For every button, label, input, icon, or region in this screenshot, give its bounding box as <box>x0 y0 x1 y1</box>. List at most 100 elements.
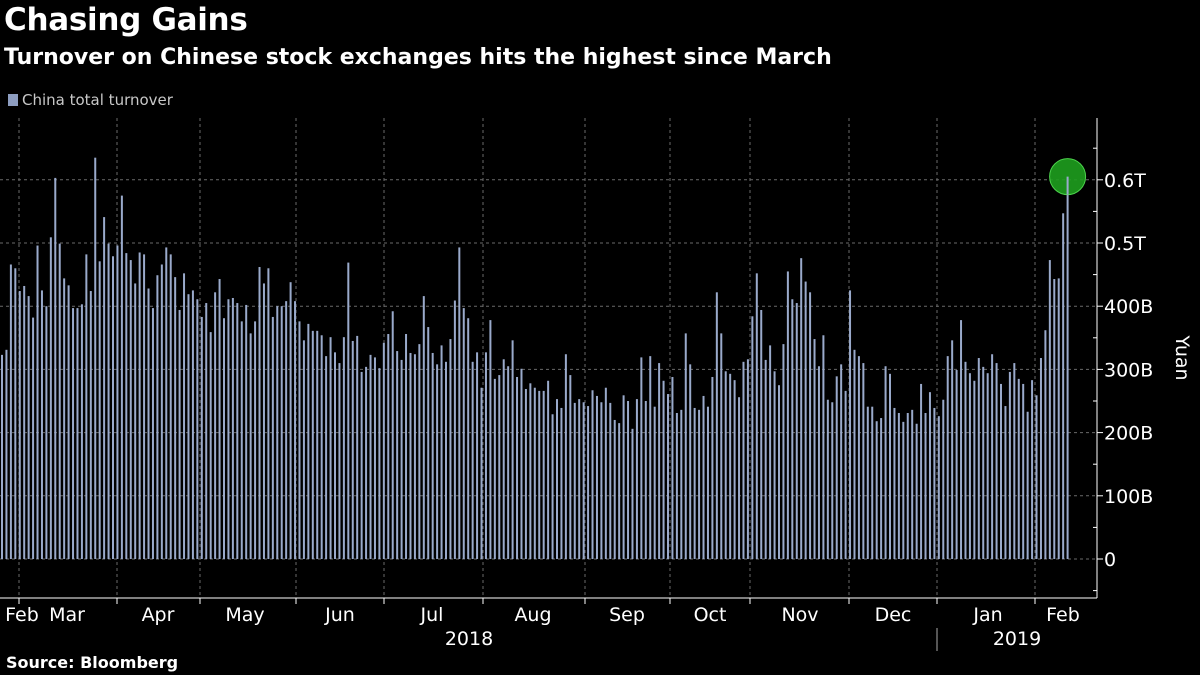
legend-label: China total turnover <box>22 91 173 109</box>
chart-subtitle: Turnover on Chinese stock exchanges hits… <box>4 45 832 70</box>
bar <box>760 309 763 559</box>
bar <box>724 371 727 559</box>
bar <box>338 363 341 559</box>
bar <box>618 423 621 559</box>
y-tick-label: 200B <box>1104 423 1153 445</box>
bar <box>640 357 643 559</box>
bar <box>920 383 923 559</box>
bar <box>471 361 474 559</box>
bar <box>587 406 590 559</box>
bar <box>347 262 350 559</box>
bar <box>778 385 780 559</box>
bar <box>174 277 177 559</box>
x-tick-label: Mar <box>49 604 85 626</box>
bar <box>649 356 652 559</box>
bar <box>1048 260 1051 559</box>
bar <box>742 361 745 559</box>
bar <box>302 340 305 559</box>
bar <box>968 373 971 559</box>
y-tick-label: 0.6T <box>1104 170 1146 192</box>
x-tick-label: Feb <box>5 604 39 626</box>
bar <box>125 253 128 559</box>
bar <box>449 339 452 559</box>
bar <box>36 245 39 559</box>
bar <box>613 419 616 559</box>
bar <box>569 375 572 559</box>
bar <box>218 279 221 559</box>
bar <box>325 356 328 559</box>
bar <box>480 387 483 559</box>
x-tick-label: Jul <box>420 604 444 626</box>
bar <box>786 271 789 559</box>
bar <box>311 330 314 559</box>
bar <box>85 254 88 559</box>
bar <box>942 399 945 559</box>
bar <box>511 340 514 559</box>
bar <box>214 292 217 559</box>
bar <box>897 413 900 559</box>
bar <box>240 321 243 559</box>
bar <box>67 285 70 559</box>
legend: China total turnover <box>8 91 173 109</box>
bar <box>107 243 110 559</box>
bar <box>627 401 630 559</box>
bar <box>937 416 940 559</box>
x-tick-label: Jan <box>972 604 1002 626</box>
bar <box>143 254 146 559</box>
bar <box>76 308 79 559</box>
bar <box>129 260 132 559</box>
bar <box>862 363 865 559</box>
bar <box>995 363 998 559</box>
bar <box>334 352 336 559</box>
bar <box>258 267 261 559</box>
bar <box>63 278 66 559</box>
bar <box>89 291 92 559</box>
bar <box>427 327 430 559</box>
bar <box>320 335 323 559</box>
bar <box>573 402 576 559</box>
bar <box>551 414 554 559</box>
bar <box>413 354 416 559</box>
x-year-label: 2018 <box>445 628 493 650</box>
bar <box>5 349 8 559</box>
bar <box>209 332 212 559</box>
bar <box>120 195 123 559</box>
bar <box>103 217 106 559</box>
bar <box>751 316 754 559</box>
bar <box>1062 213 1065 559</box>
bar <box>951 340 954 559</box>
bar <box>689 364 692 559</box>
bar <box>1004 406 1007 559</box>
bar <box>769 345 772 559</box>
bar <box>1000 383 1002 559</box>
bar <box>889 373 891 559</box>
bar <box>387 334 390 559</box>
bar <box>973 380 976 559</box>
x-tick-label: Oct <box>694 604 727 626</box>
bar <box>746 359 749 559</box>
bar <box>436 364 439 559</box>
bar <box>1057 278 1060 559</box>
x-tick-label: Dec <box>875 604 912 626</box>
bar <box>254 321 257 559</box>
bar <box>267 268 270 559</box>
bar <box>271 316 274 559</box>
bar <box>733 380 736 559</box>
bar <box>116 245 119 559</box>
bar <box>795 303 798 559</box>
bar <box>1044 330 1047 559</box>
bar <box>409 352 412 559</box>
bar <box>715 292 718 559</box>
bar <box>991 354 994 559</box>
bar <box>80 304 83 559</box>
bar <box>729 373 732 559</box>
bar <box>147 288 150 559</box>
bar <box>955 370 958 559</box>
bar <box>476 352 479 559</box>
bar <box>484 352 487 559</box>
bar <box>582 402 585 559</box>
y-tick-label: 0 <box>1104 549 1116 571</box>
bar <box>542 390 545 559</box>
bar <box>298 321 301 559</box>
